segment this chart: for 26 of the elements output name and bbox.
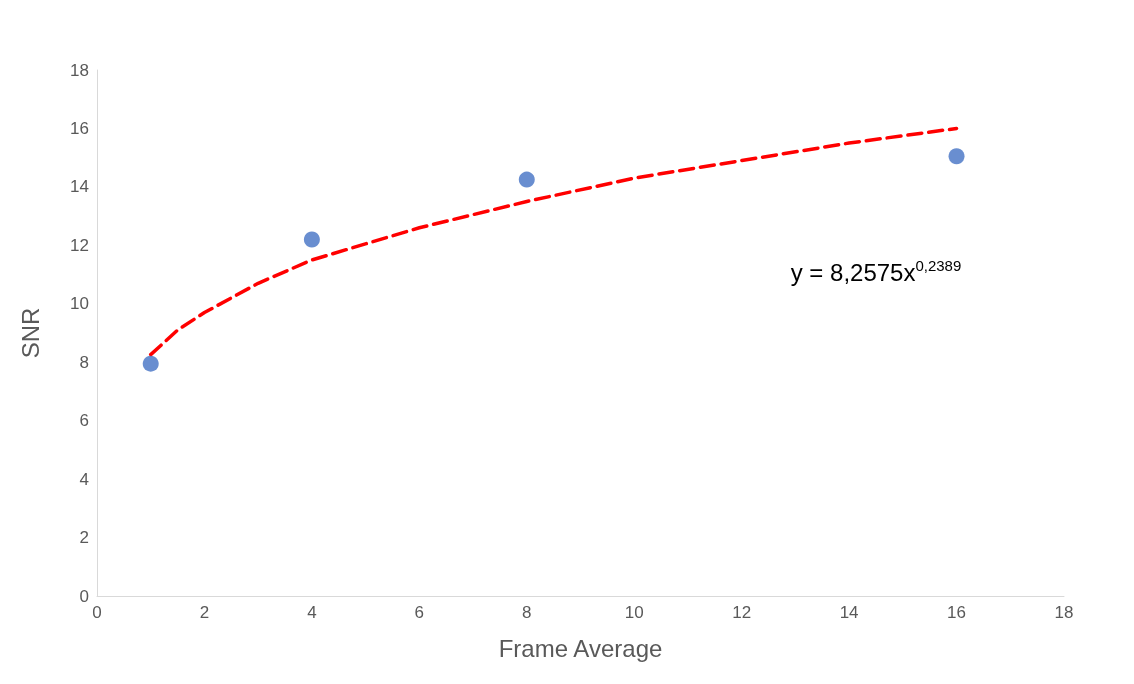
y-tick-label: 12 <box>70 235 89 255</box>
x-tick-label: 12 <box>732 603 752 622</box>
y-tick-label: 18 <box>70 60 89 80</box>
point <box>518 171 535 188</box>
point <box>948 148 965 165</box>
x-tick-label: 16 <box>947 603 967 622</box>
y-tick-label: 0 <box>79 586 89 606</box>
y-tick-label: 14 <box>70 177 89 197</box>
point <box>303 231 320 248</box>
x-tick-label: 6 <box>414 603 425 622</box>
y-axis-title: SNR <box>16 307 44 359</box>
x-tick-label: 2 <box>199 603 210 622</box>
x-tick-label: 10 <box>624 603 644 622</box>
x-tick-label: 18 <box>1054 603 1074 622</box>
y-tick-label: 10 <box>70 294 89 314</box>
x-tick-label: 0 <box>92 603 102 622</box>
y-tick-label: 8 <box>79 352 89 372</box>
x-axis-title: Frame Average <box>498 634 663 662</box>
x-tick-label: 4 <box>307 603 317 622</box>
x-tick-label: 14 <box>839 603 859 622</box>
y-tick-label: 6 <box>79 411 89 431</box>
y-tick-label: 2 <box>79 528 89 548</box>
point <box>142 355 159 372</box>
x-tick-label: 8 <box>522 603 532 622</box>
y-tick-label: 4 <box>79 469 89 489</box>
y-tick-label: 16 <box>70 118 89 138</box>
